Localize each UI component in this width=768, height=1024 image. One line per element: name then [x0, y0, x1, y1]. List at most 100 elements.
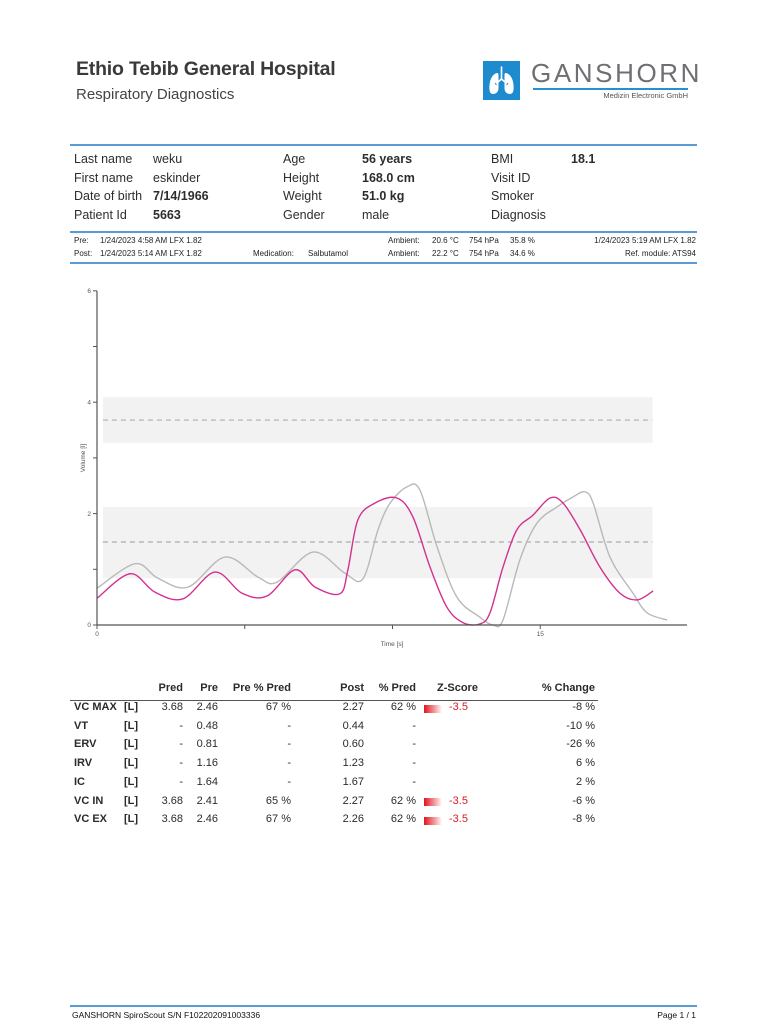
z-score-bar — [424, 798, 442, 806]
divider-session-top — [70, 231, 697, 233]
dob-value: 7/14/1966 — [153, 189, 209, 203]
unit: [L] — [124, 701, 139, 713]
y-tick-label: 4 — [87, 399, 91, 406]
post-value: 1.67 — [342, 775, 364, 788]
pre-value: 2.46 — [196, 701, 218, 713]
x-axis-label: Time [s] — [381, 641, 404, 648]
age-label: Age — [283, 152, 306, 166]
department-name: Respiratory Diagnostics — [76, 86, 235, 103]
pred-value: - — [179, 719, 183, 732]
pre-humidity: 35.8 % — [510, 236, 535, 245]
col-header-pre: Pre — [200, 682, 218, 694]
patient-id-value: 5663 — [153, 207, 181, 222]
post-value: 2.26 — [342, 813, 364, 826]
reference-bands — [102, 397, 653, 579]
volume-curves — [96, 483, 668, 628]
unit: [L] — [124, 738, 139, 751]
first-name-label: First name — [74, 170, 134, 185]
ganshorn-logo — [483, 61, 520, 100]
col-header-post: Post — [340, 682, 364, 694]
unit: [L] — [124, 813, 139, 826]
height-value: 168.0 cm — [362, 170, 415, 185]
unit: [L] — [124, 775, 139, 788]
z-score-value: -3.5 — [449, 794, 468, 807]
pre-value: 2.46 — [196, 813, 218, 826]
divider-footer — [70, 1005, 697, 1007]
pct-change-value: -6 % — [572, 794, 595, 807]
post-value: 1.23 — [342, 757, 364, 770]
pre-pct-pred-value: - — [287, 719, 291, 732]
pred-value: 3.68 — [161, 794, 183, 807]
weight-value: 51.0 kg — [362, 189, 405, 203]
unit: [L] — [124, 719, 139, 732]
col-header-pre-pct-pred: Pre % Pred — [232, 682, 291, 694]
divider-top — [70, 144, 697, 146]
post-pct-pred-value: - — [412, 719, 416, 732]
pre-label: Pre: — [74, 236, 89, 245]
post-value: 0.60 — [342, 738, 364, 751]
medication-label: Medication: — [253, 249, 294, 258]
divider-session-bottom — [70, 262, 697, 264]
gender-value: male — [362, 207, 390, 222]
ref-module-value: ATS94 — [672, 249, 696, 258]
pre-temperature: 20.6 °C — [432, 236, 459, 245]
col-header-post-pct-pred: % Pred — [378, 682, 416, 694]
pre-value: 1.16 — [196, 757, 218, 770]
post-pct-pred-value: 62 % — [390, 701, 416, 713]
last-name-label: Last name — [74, 152, 133, 166]
ref-module: Ref. module: ATS94 — [625, 249, 696, 258]
post-pct-pred-value: - — [412, 738, 416, 751]
weight-label: Weight — [283, 189, 322, 203]
smoker-label: Smoker — [491, 189, 535, 203]
pre-pressure: 754 hPa — [469, 236, 499, 245]
axis-ticks: 0 2 4 6 0 15 — [87, 288, 544, 638]
pre-pct-pred-value: 65 % — [265, 794, 291, 807]
visit-id-label: Visit ID — [491, 170, 531, 185]
pct-change-value: -8 % — [572, 701, 595, 713]
bmi-label: BMI — [491, 152, 514, 166]
x-tick-label: 0 — [95, 631, 99, 638]
dob-label: Date of birth — [74, 189, 143, 203]
param-name: VC EX — [74, 813, 108, 826]
pred-value: - — [179, 738, 183, 751]
param-name: VT — [74, 719, 89, 732]
param-name: VC IN — [74, 794, 104, 807]
table-header-divider — [70, 700, 598, 701]
brand-name: GANSHORN — [531, 58, 703, 88]
post-humidity: 34.6 % — [510, 249, 535, 258]
pred-value: - — [179, 775, 183, 788]
pct-change-value: 2 % — [576, 775, 595, 788]
z-score-value: -3.5 — [449, 813, 468, 826]
pre-value: 0.81 — [196, 738, 218, 751]
post-pct-pred-value: - — [412, 775, 416, 788]
y-tick-label: 2 — [87, 511, 91, 518]
pct-change-value: 6 % — [576, 757, 595, 770]
pre-ambient-label: Ambient: — [388, 236, 420, 245]
unit: [L] — [124, 757, 139, 770]
post-pct-pred-value: 62 % — [390, 794, 416, 807]
volume-trace — [96, 483, 668, 628]
patient-id-label: Patient Id — [74, 207, 127, 222]
post-value: 2.27 — [342, 701, 364, 713]
y-axis-label: Volume [l] — [80, 444, 87, 473]
unit: [L] — [124, 794, 139, 807]
z-score-bar — [424, 816, 442, 825]
post-value: 2.27 — [342, 794, 364, 807]
medication-value: Salbutamol — [308, 249, 349, 258]
lungs-icon — [489, 66, 514, 94]
post-ambient-label: Ambient: — [388, 249, 420, 258]
volume-time-chart: 0 2 4 6 0 15 Time [s] Volume [l] — [80, 288, 687, 648]
z-score-bar — [424, 704, 442, 713]
param-name: IC — [74, 775, 85, 788]
reference-band — [102, 506, 653, 579]
pct-change-value: -10 % — [566, 719, 595, 732]
col-header-pred: Pred — [158, 682, 183, 694]
post-pressure: 754 hPa — [469, 249, 499, 258]
page-number: Page 1 / 1 — [657, 1010, 696, 1020]
param-name: IRV — [74, 757, 93, 770]
col-header-z-score: Z-Score — [437, 682, 478, 694]
param-name: VC MAX — [74, 701, 117, 713]
pred-value: - — [179, 757, 183, 770]
brand-tagline: Medizin Electronic GmbH — [603, 91, 688, 100]
post-datetime: 1/24/2023 5:14 AM LFX 1.82 — [100, 249, 202, 258]
